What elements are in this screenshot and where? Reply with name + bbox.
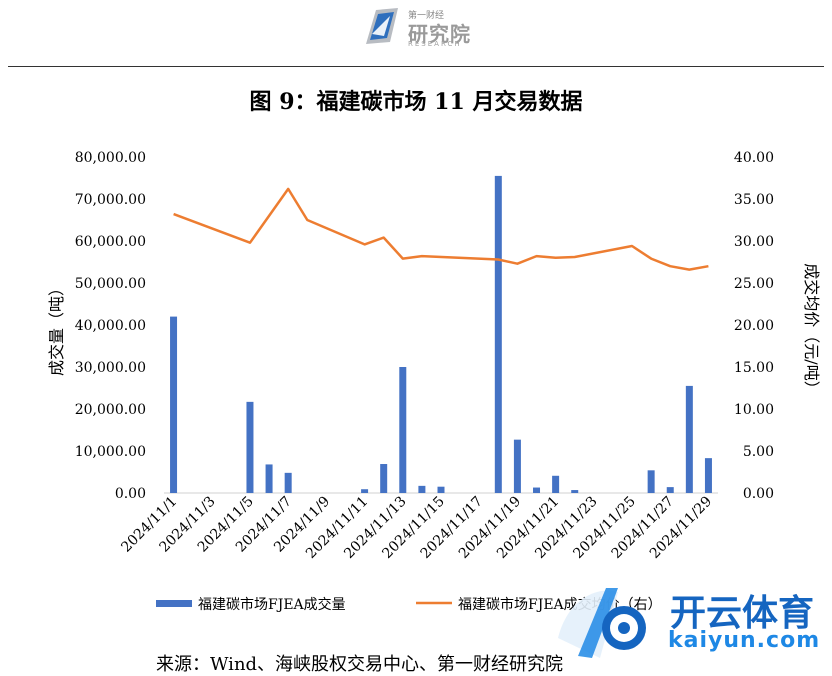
left-axis-ticks: 0.00 10,000.00 20,000.00 30,000.00 40,000.00… xyxy=(75,150,146,502)
volume-bar xyxy=(380,464,388,493)
y2-tick-label: 10.00 xyxy=(734,402,774,418)
volume-bar xyxy=(685,385,693,493)
watermark-text: 开云体育 xyxy=(670,593,815,634)
watermark: 开云体育 kaiyun.com xyxy=(548,578,832,668)
y-tick-label: 70,000.00 xyxy=(75,192,146,208)
volume-bar xyxy=(647,470,655,493)
volume-bar xyxy=(704,458,712,493)
logo-mark-icon xyxy=(366,8,398,44)
volume-bars xyxy=(170,175,712,493)
volume-bar xyxy=(552,475,560,493)
y2-tick-label: 15.00 xyxy=(734,360,774,376)
y-axis-label: 成交量（吨） xyxy=(47,280,66,376)
volume-bar xyxy=(437,486,445,493)
y2-tick-label: 5.00 xyxy=(743,444,774,460)
price-line xyxy=(173,187,709,271)
y-tick-label: 60,000.00 xyxy=(75,234,146,250)
y2-axis-label: 成交均价（元/吨） xyxy=(802,263,821,396)
watermark-url: kaiyun.com xyxy=(668,628,821,653)
y2-tick-label: 30.00 xyxy=(734,234,774,250)
y2-tick-label: 0.00 xyxy=(743,486,774,502)
header-divider xyxy=(8,66,824,67)
logo-text-main: 研究院 xyxy=(408,22,471,46)
legend-bar-label: 福建碳市场FJEA成交量 xyxy=(198,596,346,613)
volume-bar xyxy=(246,401,254,493)
right-axis-ticks: 0.00 5.00 10.00 15.00 20.00 25.00 30.00 35.00 40… xyxy=(734,150,774,502)
chart-title: 图 9：福建碳市场 11 月交易数据 xyxy=(249,89,583,115)
y-tick-label: 0.00 xyxy=(115,486,146,502)
volume-bar xyxy=(399,367,407,493)
y2-tick-label: 25.00 xyxy=(734,276,774,292)
volume-bar xyxy=(418,485,426,493)
source-note: 来源：Wind、海峡股权交易中心、第一财经研究院 xyxy=(156,654,564,675)
y-tick-label: 30,000.00 xyxy=(75,360,146,376)
volume-bar xyxy=(284,472,292,493)
volume-bar xyxy=(513,439,521,493)
volume-bar xyxy=(571,490,579,493)
volume-bar xyxy=(361,489,369,493)
legend-bar-swatch xyxy=(156,600,192,607)
x-axis-ticks: 2024/11/12024/11/32024/11/52024/11/72024… xyxy=(118,494,715,562)
report-header: 第一财经 研究院 RESEARCH xyxy=(0,0,832,66)
y-tick-label: 10,000.00 xyxy=(75,444,146,460)
logo-text-top: 第一财经 xyxy=(408,11,445,21)
volume-bar xyxy=(265,464,273,493)
volume-bar xyxy=(170,316,178,493)
y-tick-label: 20,000.00 xyxy=(75,402,146,418)
y2-tick-label: 20.00 xyxy=(734,318,774,334)
volume-bar xyxy=(666,487,674,493)
watermark-logo-icon xyxy=(558,588,646,658)
y-tick-label: 40,000.00 xyxy=(75,318,146,334)
y-tick-label: 80,000.00 xyxy=(75,150,146,166)
research-logo: 第一财经 研究院 RESEARCH xyxy=(360,4,480,48)
y2-tick-label: 35.00 xyxy=(734,192,774,208)
y-tick-label: 50,000.00 xyxy=(75,276,146,292)
volume-bar xyxy=(533,487,541,493)
y2-tick-label: 40.00 xyxy=(734,150,774,166)
volume-bar xyxy=(494,175,502,493)
logo-text-sub: RESEARCH xyxy=(408,40,462,48)
